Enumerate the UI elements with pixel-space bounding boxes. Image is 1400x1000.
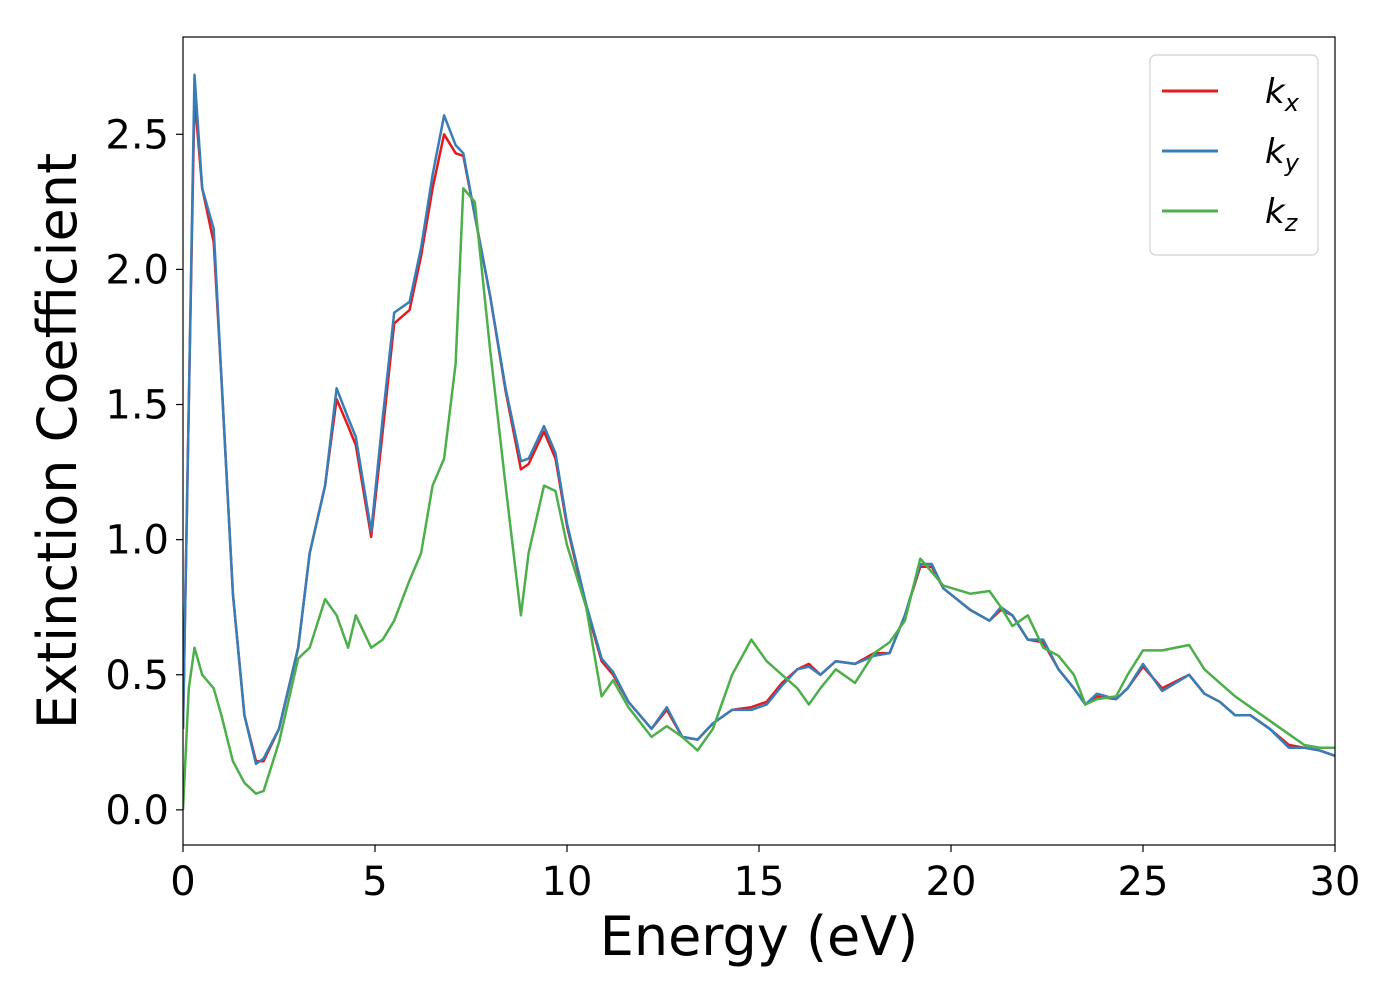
legend-label: kz: [1265, 192, 1299, 237]
x-tick-label: 0: [170, 859, 195, 905]
y-tick-label: 2.0: [105, 247, 169, 293]
y-tick-label: 0.0: [105, 788, 169, 834]
x-tick-label: 5: [362, 859, 387, 905]
y-axis-label: Extinction Coefficient: [26, 153, 89, 729]
y-tick-label: 0.5: [105, 653, 169, 699]
data-line: [183, 73, 1335, 766]
x-tick-label: 15: [734, 859, 785, 905]
legend-label: ky: [1265, 132, 1300, 177]
y-tick-label: 1.0: [105, 518, 169, 564]
legend-label: kx: [1265, 72, 1300, 117]
x-tick-label: 25: [1118, 859, 1169, 905]
x-tick-label: 10: [542, 859, 593, 905]
legend-box: [1149, 54, 1319, 256]
x-tick-label: 30: [1310, 859, 1361, 905]
y-tick-label: 1.5: [105, 383, 169, 429]
data-line: [183, 187, 1335, 810]
y-tick-label: 2.5: [105, 112, 169, 158]
x-axis-label: Energy (eV): [600, 905, 919, 968]
plot-frame: [182, 36, 1336, 846]
x-tick-label: 20: [926, 859, 977, 905]
